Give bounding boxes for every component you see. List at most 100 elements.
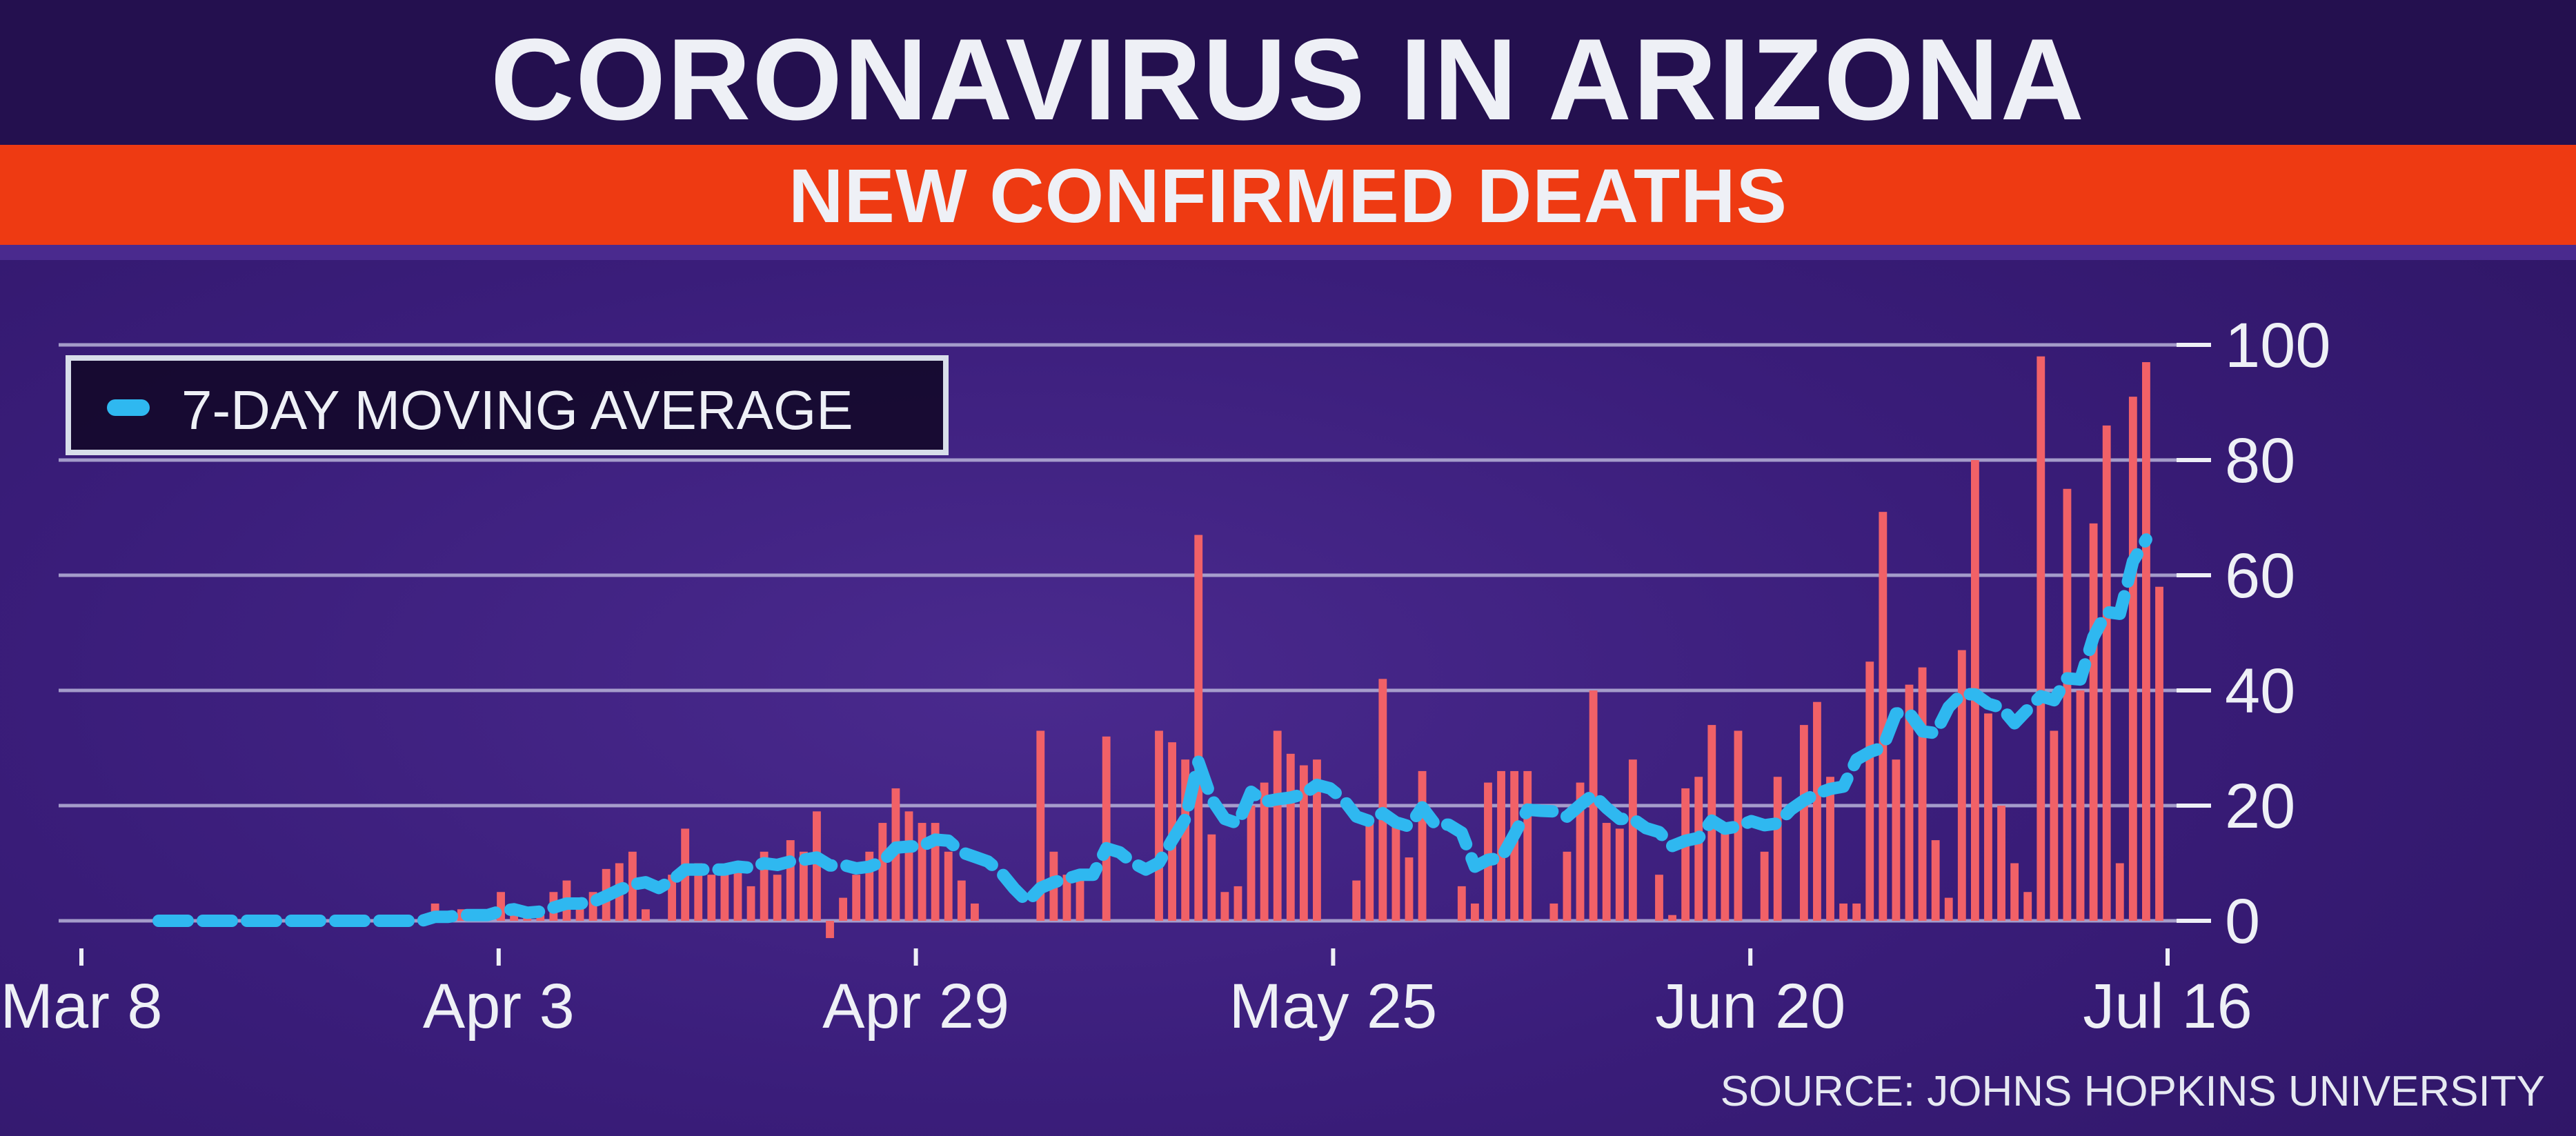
bar (944, 851, 953, 921)
bar (1615, 828, 1624, 921)
bar (2115, 863, 2124, 921)
bar (1207, 834, 1216, 921)
bar (786, 840, 795, 921)
bar (1760, 851, 1769, 921)
bar (1852, 903, 1861, 921)
y-tick-label: 60 (2225, 541, 2295, 611)
bar (1391, 817, 1400, 921)
x-tick-label: Mar 8 (0, 971, 162, 1042)
bar (1313, 759, 1321, 921)
bar (1181, 759, 1190, 921)
bar (1602, 823, 1611, 921)
source-credit: SOURCE: JOHNS HOPKINS UNIVERSITY (1720, 1068, 2545, 1115)
bar (1773, 777, 1782, 921)
bar (588, 892, 597, 921)
chart-subtitle: NEW CONFIRMED DEATHS (789, 154, 1787, 239)
y-tick-label: 80 (2225, 426, 2295, 496)
legend: 7-DAY MOVING AVERAGE (66, 355, 949, 455)
bar (575, 903, 584, 921)
bar (1299, 765, 1308, 921)
bar (1865, 661, 1874, 921)
bar (1378, 679, 1387, 921)
y-tick-label: 0 (2225, 886, 2260, 957)
bar (1799, 725, 1808, 921)
bar (1365, 817, 1374, 921)
bar (2142, 362, 2150, 921)
bar (1655, 875, 1663, 921)
x-tick-label: Apr 29 (822, 971, 1009, 1042)
bar (1418, 770, 1427, 921)
bar (668, 875, 676, 921)
bar (1576, 782, 1585, 921)
bar (865, 851, 874, 921)
bar (957, 880, 966, 921)
y-tick-label: 40 (2225, 656, 2295, 726)
bar (642, 909, 650, 921)
y-tick-label: 100 (2225, 310, 2331, 381)
legend-label: 7-DAY MOVING AVERAGE (181, 379, 853, 441)
x-tick-label: Jun 20 (1655, 971, 1845, 1042)
bar (852, 875, 861, 921)
bar (746, 886, 755, 921)
bar (497, 892, 505, 921)
bar (1076, 875, 1084, 921)
bar (1839, 903, 1848, 921)
bar (1997, 806, 2005, 921)
bar (2076, 690, 2085, 921)
bar (1694, 777, 1703, 921)
bar (931, 823, 940, 921)
bar (1523, 770, 1532, 921)
bar (904, 811, 913, 921)
bar (1273, 730, 1282, 921)
bar (1668, 915, 1676, 921)
bar (1220, 892, 1229, 921)
x-tick-label: May 25 (1229, 971, 1438, 1042)
bar (694, 863, 703, 921)
bar (1036, 730, 1045, 921)
bar (1155, 730, 1163, 921)
bar (1549, 903, 1558, 921)
bar (1628, 759, 1637, 921)
bar (1563, 851, 1572, 921)
bar (1826, 777, 1834, 921)
bar (1944, 897, 1953, 921)
bar (2128, 397, 2137, 921)
bar (733, 863, 742, 921)
bar (2063, 488, 2072, 921)
x-tick-labels: Mar 8 Apr 3 Apr 29 May 25 Jun 20 Jul 16 (0, 948, 2252, 1042)
bar (1931, 840, 1940, 921)
under-band (0, 245, 2576, 260)
bar (1062, 875, 1071, 921)
bar (878, 823, 887, 921)
bar (1286, 753, 1295, 921)
bar (1918, 667, 1927, 921)
bar (1589, 690, 1598, 921)
bar (1484, 782, 1492, 921)
bar (839, 897, 848, 921)
bar (799, 851, 808, 921)
bar (773, 875, 782, 921)
bar (1813, 701, 1821, 921)
chart-title: CORONAVIRUS IN ARIZONA (491, 14, 2085, 144)
bar (1892, 759, 1901, 921)
bar (2050, 730, 2059, 921)
title-band (0, 0, 2576, 145)
bar (2089, 523, 2098, 921)
bar (2037, 356, 2045, 921)
x-tick-label: Apr 3 (423, 971, 575, 1042)
bar (1102, 736, 1111, 921)
bar (970, 903, 979, 921)
bar (1681, 788, 1690, 921)
legend-swatch-dash (107, 399, 150, 416)
y-tick-labels: 0 20 40 60 80 100 (2225, 310, 2331, 957)
bar (1260, 782, 1269, 921)
bar (1247, 806, 1256, 921)
subtitle-band (0, 145, 2576, 245)
bar (2023, 892, 2032, 921)
bar (707, 875, 716, 921)
gridlines (59, 343, 2211, 923)
moving-average-series (152, 533, 2152, 927)
bar (1721, 823, 1730, 921)
bar (1194, 535, 1203, 921)
